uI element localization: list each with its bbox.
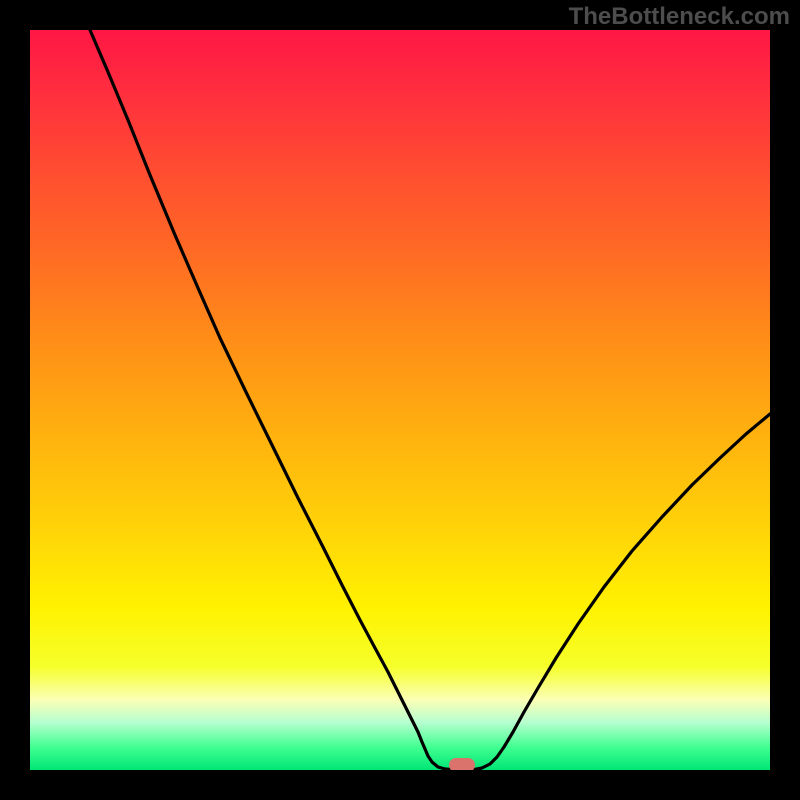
chart-frame: TheBottleneck.com: [0, 0, 800, 800]
optimal-point-marker: [449, 758, 475, 772]
bottleneck-chart: [0, 0, 800, 800]
plot-background: [30, 30, 770, 770]
watermark-text: TheBottleneck.com: [569, 3, 790, 31]
